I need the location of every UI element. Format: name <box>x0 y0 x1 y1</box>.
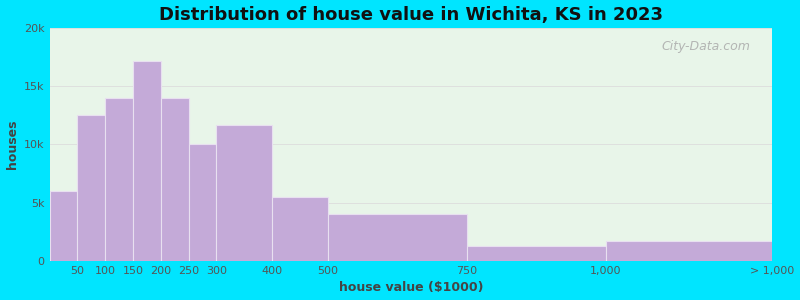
Bar <box>78 115 105 261</box>
Text: City-Data.com: City-Data.com <box>662 40 750 52</box>
Bar <box>216 124 272 261</box>
Bar <box>327 214 466 261</box>
Bar <box>272 197 327 261</box>
Bar <box>466 246 606 261</box>
Bar <box>133 61 161 261</box>
Title: Distribution of house value in Wichita, KS in 2023: Distribution of house value in Wichita, … <box>159 6 663 24</box>
Bar <box>105 98 133 261</box>
X-axis label: house value ($1000): house value ($1000) <box>338 281 483 294</box>
Bar <box>606 241 772 261</box>
Bar <box>50 191 78 261</box>
Bar <box>161 98 189 261</box>
Bar <box>189 145 216 261</box>
Y-axis label: houses: houses <box>6 120 18 169</box>
